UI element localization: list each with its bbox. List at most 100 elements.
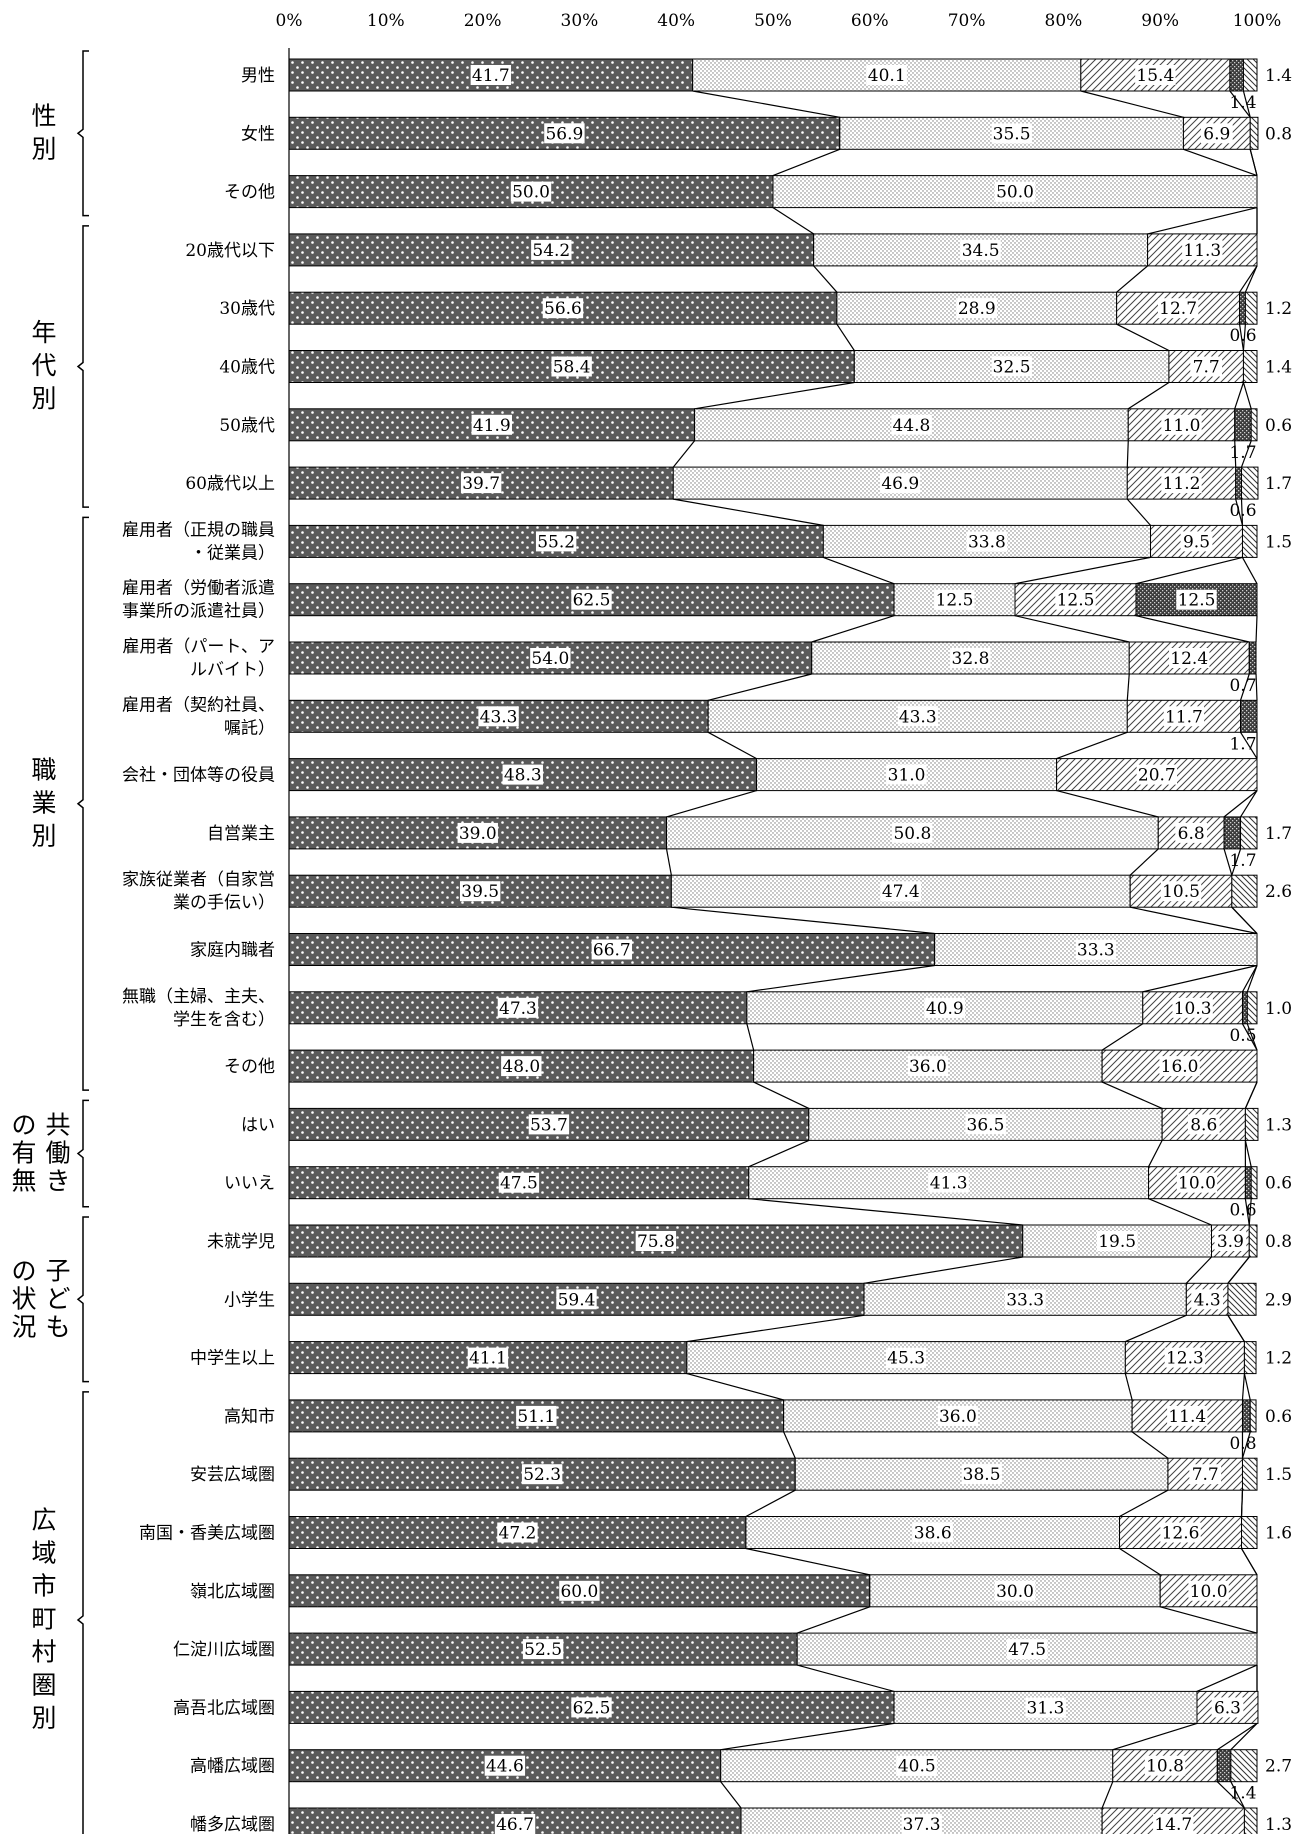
connector-line (1234, 440, 1237, 468)
value-label: 35.5 (993, 124, 1031, 144)
value-label-bg (1096, 1231, 1138, 1251)
outside-value-label: 0.6 (1265, 1407, 1292, 1427)
value-label-bg (1167, 1405, 1208, 1426)
value-label: 50.8 (893, 824, 931, 844)
x-tick-label: 100% (1233, 11, 1282, 31)
value-label: 50.0 (996, 183, 1034, 203)
value-label: 31.0 (888, 766, 926, 786)
category-label: 30歳代 (219, 299, 275, 319)
connector-line (1116, 323, 1170, 352)
value-label-bg (880, 881, 921, 902)
value-label-bg (1200, 123, 1233, 144)
group-label-char: 別 (31, 1703, 56, 1732)
bar-segment (1230, 1749, 1258, 1783)
group-brace (76, 50, 89, 217)
group-label-char: 広 (31, 1505, 56, 1534)
bar-segment (1242, 58, 1258, 92)
value-label-bg (1144, 1755, 1186, 1776)
category-label: ・従業員） (190, 543, 275, 563)
outside-value-label: 0.6 (1265, 1174, 1292, 1194)
value-label: 33.3 (1006, 1290, 1044, 1310)
bar-segment (1227, 1282, 1257, 1316)
group-label-char: 別 (31, 134, 56, 163)
value-label-bg (510, 181, 552, 202)
outside-value-label: 1.7 (1265, 474, 1292, 494)
category-label: 業の手伝い） (173, 893, 275, 913)
connector-line (1227, 1256, 1250, 1284)
value-label-bg (497, 997, 539, 1018)
value-label: 15.4 (1136, 66, 1174, 86)
value-label-bg (1188, 1580, 1229, 1601)
category-label: 高知市 (224, 1407, 275, 1427)
value-label: 58.4 (553, 358, 591, 378)
connector-line (1240, 1490, 1244, 1517)
value-label-bg (1136, 764, 1178, 785)
bar-segment (1249, 1399, 1257, 1433)
value-label: 52.3 (523, 1465, 561, 1485)
value-label-bg (635, 1231, 677, 1251)
value-label: 34.5 (962, 241, 1000, 261)
value-label: 10.3 (1174, 999, 1212, 1019)
small-value-label: 1.7 (1229, 443, 1256, 463)
connector-line (1248, 1198, 1252, 1226)
value-label-bg (896, 1755, 937, 1776)
value-label-bg (1190, 356, 1223, 377)
value-label: 46.9 (881, 474, 919, 494)
value-label-bg (907, 1056, 949, 1077)
outside-value-label: 1.4 (1265, 66, 1292, 86)
bar-segment (1231, 874, 1258, 908)
value-label: 19.5 (1098, 1232, 1136, 1252)
category-label: いいえ (224, 1174, 275, 1194)
value-label-bg (1163, 706, 1205, 727)
connector-line (1129, 848, 1159, 876)
x-tick-label: 30% (561, 11, 599, 31)
group-label-char: 圏 (31, 1670, 56, 1699)
outside-value-label: 1.3 (1265, 1815, 1292, 1834)
category-label: 50歳代 (219, 416, 275, 436)
connector-line (720, 1722, 895, 1751)
value-label-bg (471, 414, 512, 435)
connector-line (1231, 848, 1242, 876)
bar-segment (1216, 1749, 1232, 1783)
value-label-bg (1157, 298, 1199, 319)
bar-segment (1243, 1341, 1257, 1375)
group-label-char: 業 (31, 788, 56, 817)
group-label-char: き (45, 1167, 70, 1196)
value-label-bg (571, 589, 612, 610)
connector-line (1160, 1606, 1258, 1634)
value-label: 59.4 (558, 1290, 596, 1310)
outside-value-label: 1.2 (1265, 1349, 1292, 1369)
connector-line (813, 265, 838, 293)
value-label-bg (1189, 1464, 1222, 1485)
value-label-bg (901, 1814, 942, 1834)
group-label-char: 子 (45, 1256, 70, 1285)
connector-line (1185, 1256, 1212, 1284)
value-label-bg (498, 1172, 540, 1193)
value-label: 12.7 (1159, 299, 1197, 319)
outside-value-label: 2.7 (1265, 1757, 1292, 1777)
value-label: 36.0 (939, 1407, 977, 1427)
group-label-char: の (11, 1111, 36, 1140)
value-label-bg (1180, 531, 1213, 552)
value-label: 46.7 (496, 1815, 534, 1834)
group-label-char: 有 (11, 1139, 36, 1168)
connector-line (746, 1023, 755, 1051)
value-label: 7.7 (1192, 1465, 1219, 1485)
connector-line (1080, 90, 1184, 118)
value-label-bg (1161, 473, 1202, 494)
value-label: 47.2 (499, 1524, 537, 1544)
value-label-bg (459, 881, 501, 902)
small-value-label: 1.4 (1229, 93, 1256, 113)
connector-line (1243, 1373, 1251, 1401)
category-label: 雇用者（パート、ア (122, 637, 275, 657)
connector-line (1255, 673, 1258, 701)
value-label: 4.3 (1194, 1290, 1221, 1310)
category-label: 学生を含む） (173, 1010, 275, 1030)
category-label: ルバイト） (190, 660, 275, 680)
connector-line (1241, 1373, 1246, 1400)
value-label-bg (484, 1755, 526, 1776)
group-label-char: 共 (45, 1111, 70, 1140)
outside-value-label: 0.6 (1265, 416, 1292, 436)
value-label-bg (1135, 65, 1176, 85)
